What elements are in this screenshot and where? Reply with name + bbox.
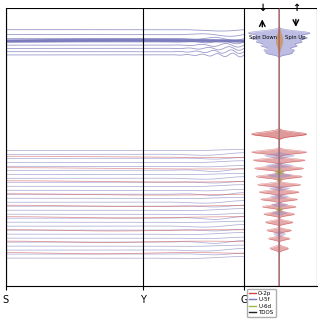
Text: ↓: ↓ <box>258 3 266 13</box>
Text: ↑: ↑ <box>292 3 300 13</box>
Legend: O-2p, U-5f, U-6d, TDOS: O-2p, U-5f, U-6d, TDOS <box>247 289 276 317</box>
Text: Spin Up: Spin Up <box>285 35 305 40</box>
Text: Spin Down: Spin Down <box>249 35 277 40</box>
